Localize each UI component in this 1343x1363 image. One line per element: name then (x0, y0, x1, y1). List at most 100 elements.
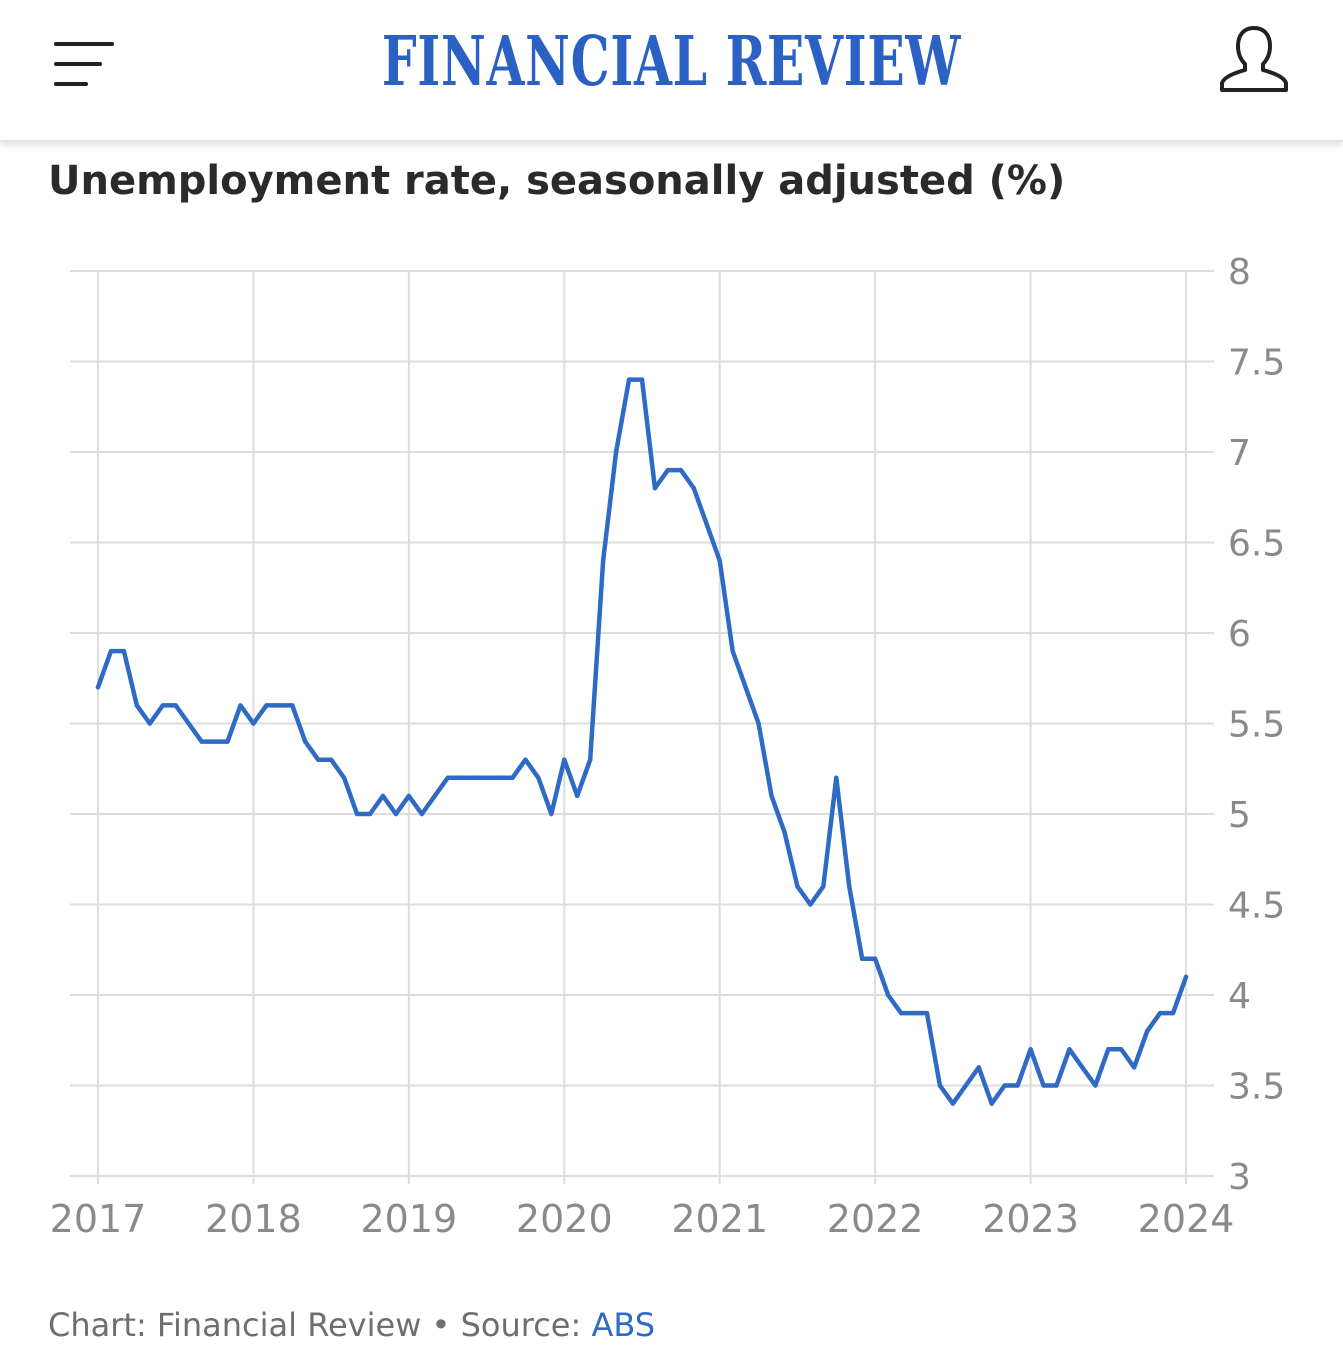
y-tick-label: 6.5 (1228, 524, 1285, 565)
y-tick-label: 7 (1228, 433, 1251, 474)
data-point (691, 486, 697, 491)
site-header: FINANCIAL REVIEW (0, 0, 1343, 142)
data-point (1106, 1047, 1111, 1052)
data-point (1080, 1065, 1085, 1070)
data-point (756, 721, 761, 726)
x-tick-label: 2022 (827, 1197, 924, 1241)
data-point (212, 739, 217, 744)
data-point (121, 648, 127, 654)
data-point (1067, 1047, 1072, 1052)
x-tick-label: 2017 (50, 1197, 147, 1241)
data-point (458, 775, 463, 780)
y-tick-label: 4 (1228, 976, 1251, 1017)
data-point (613, 449, 619, 455)
data-point (704, 522, 709, 527)
data-point (924, 1010, 930, 1016)
data-point (639, 377, 645, 382)
data-point (1028, 1047, 1033, 1052)
data-point (1119, 1047, 1124, 1052)
menu-button[interactable] (50, 36, 120, 92)
data-point (432, 793, 437, 799)
data-point (743, 685, 748, 690)
data-point (315, 757, 321, 762)
chart-title: Unemployment rate, seasonally adjusted (… (48, 158, 1066, 204)
data-point (510, 775, 515, 780)
data-point (600, 558, 606, 563)
data-point (834, 775, 839, 780)
data-point (445, 775, 450, 780)
data-point (847, 884, 852, 889)
line-chart: 3 3.5 4 4.5 5 5.5 6 6.5 7 7.5 8 2017 2018 2019 2020 202… (50, 252, 1286, 1241)
data-point (536, 775, 541, 780)
data-point (147, 721, 153, 726)
data-point (238, 703, 243, 708)
data-point (950, 1101, 956, 1106)
data-point (1183, 974, 1189, 980)
chart-credit: Chart: Financial Review (48, 1306, 422, 1344)
user-icon (1220, 26, 1288, 92)
data-point (95, 685, 101, 690)
y-tick-label: 3 (1228, 1157, 1251, 1198)
data-point (769, 793, 774, 799)
data-point (173, 703, 178, 708)
data-point (523, 757, 528, 762)
data-point (225, 739, 230, 744)
chart-footer: Chart: Financial Review • Source: ABS (48, 1306, 655, 1344)
data-point (665, 467, 671, 473)
data-point (341, 775, 347, 780)
source-label: Source: (460, 1306, 592, 1344)
data-point (678, 467, 684, 473)
data-point (587, 757, 593, 762)
data-point (199, 739, 204, 744)
data-point (898, 1010, 904, 1016)
data-point (717, 558, 722, 563)
data-point (1054, 1083, 1059, 1088)
y-tick-label: 6 (1228, 614, 1251, 655)
data-point (251, 721, 256, 726)
data-point (821, 884, 826, 889)
data-point (549, 811, 554, 817)
data-point (626, 377, 632, 382)
data-point (1157, 1010, 1163, 1016)
y-tick-label: 5 (1228, 795, 1251, 836)
x-tick-label: 2020 (516, 1197, 613, 1241)
x-tick-label: 2018 (205, 1197, 302, 1241)
data-point (277, 703, 282, 708)
data-point (872, 956, 878, 961)
y-tick-label: 8 (1228, 252, 1251, 293)
data-point (652, 486, 658, 491)
y-tick-label: 4.5 (1228, 886, 1285, 927)
data-point (419, 811, 425, 817)
data-point (264, 703, 269, 708)
y-tick-label: 7.5 (1228, 343, 1285, 384)
account-button[interactable] (1214, 20, 1294, 100)
data-point (367, 811, 373, 817)
x-tick-label: 2021 (671, 1197, 768, 1241)
x-tick-label: 2019 (360, 1197, 457, 1241)
data-point (186, 721, 191, 726)
data-point (328, 757, 334, 762)
data-point (963, 1083, 969, 1088)
source-link[interactable]: ABS (591, 1306, 656, 1344)
data-point (1041, 1083, 1046, 1088)
data-point (471, 775, 476, 780)
data-point (380, 793, 386, 799)
data-point (160, 703, 165, 708)
footer-separator: • (421, 1306, 461, 1344)
data-point (1131, 1065, 1137, 1070)
y-tick-label: 3.5 (1228, 1067, 1285, 1108)
data-point (885, 992, 891, 998)
y-tick-label: 5.5 (1228, 705, 1285, 746)
data-point (730, 648, 735, 654)
data-point (575, 793, 580, 799)
data-point (406, 793, 412, 799)
data-point (1002, 1083, 1007, 1088)
data-point (484, 775, 489, 780)
site-logo[interactable]: FINANCIAL REVIEW (381, 22, 962, 102)
data-point (808, 902, 813, 907)
data-point (782, 829, 787, 835)
data-point (354, 811, 360, 817)
data-point (108, 648, 114, 654)
data-point (134, 703, 140, 708)
data-point (1093, 1083, 1098, 1088)
